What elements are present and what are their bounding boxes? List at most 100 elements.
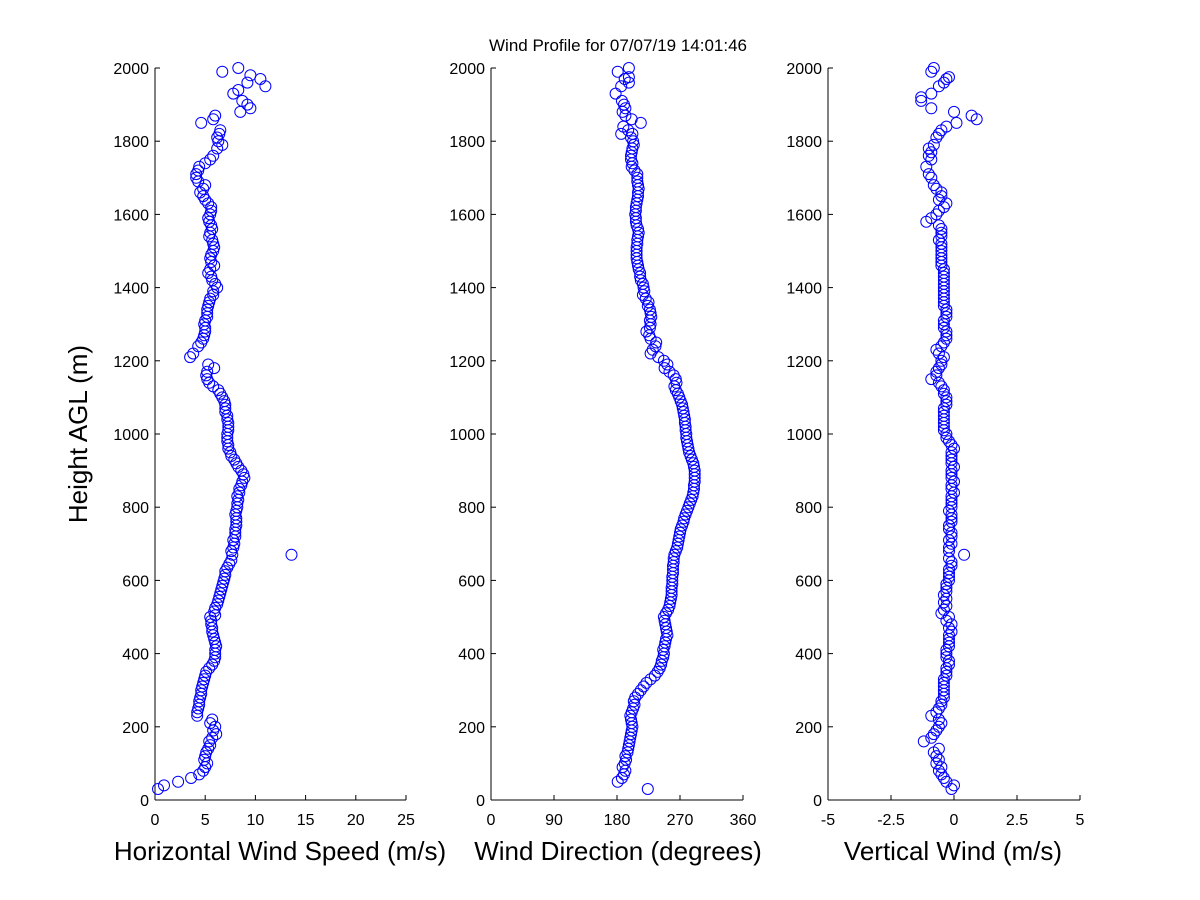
data-point-horizontal-wind-speed <box>215 583 228 596</box>
data-point-wind-direction <box>640 325 653 338</box>
data-point-vertical-wind <box>937 263 950 276</box>
data-point-horizontal-wind-speed <box>259 80 272 93</box>
data-point-wind-direction <box>609 87 622 100</box>
data-point-wind-direction <box>688 464 701 477</box>
data-point-horizontal-wind-speed <box>207 149 220 162</box>
data-point-vertical-wind <box>937 318 950 331</box>
y-tick-label-horizontal-wind-speed: 600 <box>122 573 149 590</box>
x-tick-label-horizontal-wind-speed: 20 <box>347 812 365 829</box>
data-point-horizontal-wind-speed <box>232 84 245 96</box>
data-point-vertical-wind <box>930 369 943 382</box>
data-point-horizontal-wind-speed <box>194 186 207 199</box>
y-tick-label-horizontal-wind-speed: 1400 <box>113 281 149 298</box>
data-point-vertical-wind <box>935 354 948 367</box>
y-axis-label-height: Height AGL (m) <box>63 345 93 523</box>
data-point-wind-direction <box>631 175 644 188</box>
x-tick-label-wind-direction: 360 <box>730 812 757 829</box>
data-point-vertical-wind <box>932 362 945 375</box>
data-point-vertical-wind <box>940 585 953 598</box>
data-point-horizontal-wind-speed <box>196 680 209 693</box>
data-point-vertical-wind <box>940 73 953 85</box>
y-tick-label-horizontal-wind-speed: 200 <box>122 720 149 737</box>
data-point-wind-direction <box>622 62 635 74</box>
y-tick-label-wind-direction: 1400 <box>449 281 485 298</box>
data-point-vertical-wind <box>935 358 948 371</box>
data-point-vertical-wind <box>935 768 948 781</box>
data-point-horizontal-wind-speed <box>207 380 220 393</box>
data-point-vertical-wind <box>937 772 950 784</box>
data-point-vertical-wind <box>932 127 945 140</box>
data-point-horizontal-wind-speed <box>199 750 212 763</box>
data-point-vertical-wind <box>945 530 958 543</box>
data-point-wind-direction <box>667 369 680 382</box>
data-point-horizontal-wind-speed <box>193 160 206 173</box>
data-point-horizontal-wind-speed <box>198 753 211 766</box>
data-point-wind-direction <box>660 607 672 620</box>
panel-wind-direction: Wind Direction (degrees) 0 200 400 600 800 10… <box>449 61 761 866</box>
data-point-vertical-wind <box>948 779 960 792</box>
data-point-horizontal-wind-speed <box>208 259 221 272</box>
data-point-horizontal-wind-speed <box>209 636 222 649</box>
data-point-wind-direction <box>637 281 650 294</box>
data-point-vertical-wind <box>948 486 960 499</box>
data-point-horizontal-wind-speed <box>185 772 198 784</box>
data-point-horizontal-wind-speed <box>198 318 211 331</box>
data-point-vertical-wind <box>932 193 945 206</box>
data-point-horizontal-wind-speed <box>206 223 219 235</box>
data-point-vertical-wind <box>943 658 955 671</box>
data-point-vertical-wind <box>935 695 948 708</box>
data-point-horizontal-wind-speed <box>202 358 215 371</box>
data-point-vertical-wind <box>948 475 960 488</box>
data-point-vertical-wind <box>943 534 955 547</box>
data-point-vertical-wind <box>958 548 971 561</box>
y-tick-label-vertical-wind: 200 <box>795 720 822 737</box>
y-tick-label-horizontal-wind-speed: 400 <box>122 647 149 664</box>
data-point-wind-direction <box>611 65 624 78</box>
data-point-vertical-wind <box>915 94 928 107</box>
panel-vertical-wind: Vertical Wind (m/s) 0 200 400 600 800 1000 120… <box>786 61 1084 866</box>
data-point-vertical-wind <box>940 600 953 612</box>
x-axis-label-vertical-wind: Vertical Wind (m/s) <box>844 836 1062 866</box>
data-point-vertical-wind <box>925 65 938 78</box>
y-tick-label-horizontal-wind-speed: 800 <box>122 500 149 517</box>
x-tick-label-vertical-wind: -5 <box>821 812 835 829</box>
x-axis-label-horizontal-wind-speed: Horizontal Wind Speed (m/s) <box>114 836 446 866</box>
x-tick-label-vertical-wind: 2.5 <box>1006 812 1028 829</box>
data-point-vertical-wind <box>943 629 955 642</box>
data-point-wind-direction <box>667 552 680 565</box>
data-point-horizontal-wind-speed <box>228 453 241 466</box>
data-point-wind-direction <box>625 113 638 126</box>
data-point-vertical-wind <box>925 153 938 166</box>
data-point-vertical-wind <box>940 578 953 591</box>
y-tick-label-vertical-wind: 800 <box>795 500 822 517</box>
data-point-horizontal-wind-speed <box>172 775 185 788</box>
data-point-wind-direction <box>645 310 658 323</box>
data-point-horizontal-wind-speed <box>201 365 214 378</box>
data-point-vertical-wind <box>943 541 955 554</box>
data-point-horizontal-wind-speed <box>206 234 219 246</box>
data-point-vertical-wind <box>965 109 978 122</box>
data-point-horizontal-wind-speed <box>210 640 223 653</box>
data-point-vertical-wind <box>943 567 955 580</box>
x-tick-label-vertical-wind: 5 <box>1076 812 1085 829</box>
data-point-horizontal-wind-speed <box>187 347 200 360</box>
data-point-wind-direction <box>655 658 668 671</box>
data-point-vertical-wind <box>937 267 950 279</box>
data-point-vertical-wind <box>932 376 945 389</box>
data-point-vertical-wind <box>943 622 955 634</box>
data-point-vertical-wind <box>940 665 953 678</box>
data-point-vertical-wind <box>943 435 955 448</box>
data-point-vertical-wind <box>943 519 955 532</box>
y-tick-label-wind-direction: 1200 <box>449 354 485 371</box>
y-tick-label-vertical-wind: 1200 <box>786 354 822 371</box>
figure-title: Wind Profile for 07/07/19 14:01:46 <box>489 36 747 55</box>
data-point-horizontal-wind-speed <box>212 594 225 607</box>
data-point-horizontal-wind-speed <box>211 131 224 144</box>
data-point-vertical-wind <box>922 149 935 162</box>
data-point-horizontal-wind-speed <box>208 362 221 375</box>
data-point-horizontal-wind-speed <box>285 548 298 561</box>
data-point-horizontal-wind-speed <box>210 728 223 741</box>
data-point-vertical-wind <box>930 750 943 763</box>
x-tick-label-horizontal-wind-speed: 10 <box>247 812 265 829</box>
